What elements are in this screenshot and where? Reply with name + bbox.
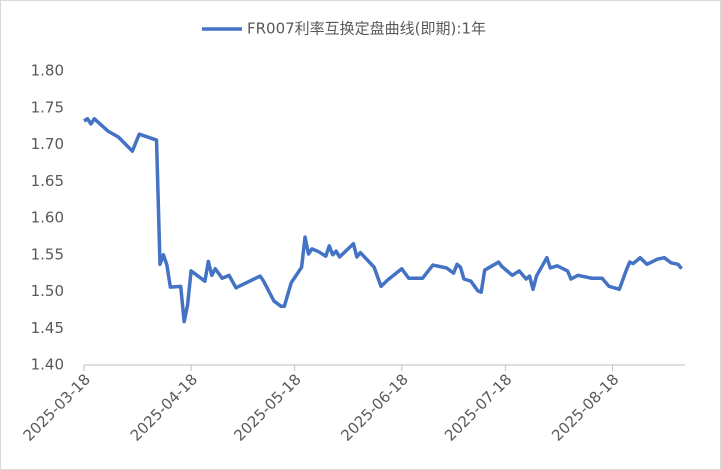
y-tick-label: 1.55 <box>31 245 64 263</box>
y-tick-label: 1.70 <box>31 135 64 153</box>
y-tick-label: 1.40 <box>31 356 64 374</box>
y-tick-label: 1.60 <box>31 209 64 227</box>
y-tick-label: 1.50 <box>31 282 64 300</box>
y-tick-label: 1.80 <box>31 62 64 80</box>
y-tick-label: 1.75 <box>31 98 64 116</box>
series-line <box>83 117 683 324</box>
legend-label: FR007利率互换定盘曲线(即期):1年 <box>247 20 486 38</box>
y-tick-label: 1.65 <box>31 172 64 190</box>
y-tick-label: 1.45 <box>31 319 64 337</box>
